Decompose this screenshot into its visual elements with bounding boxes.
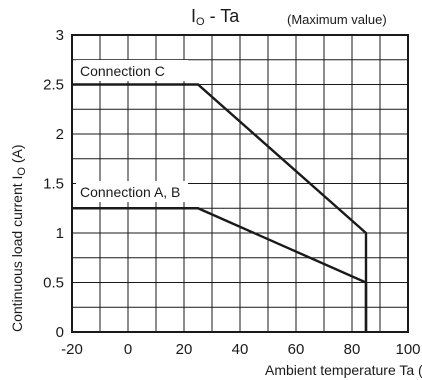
series-lines bbox=[72, 83, 368, 332]
y-axis-label: Continuous load current IO (A) bbox=[9, 144, 28, 332]
y-tick-label: 1.5 bbox=[43, 176, 64, 193]
series-label-1: Connection C bbox=[80, 63, 165, 79]
chart-title: IO - Ta bbox=[191, 6, 240, 28]
chart-subtitle: (Maximum value) bbox=[287, 12, 387, 27]
y-tick-label: 1 bbox=[56, 225, 64, 242]
x-tick-label: 40 bbox=[232, 341, 249, 358]
x-tick-label: 20 bbox=[176, 341, 193, 358]
y-tick-label: 2 bbox=[56, 126, 64, 143]
series-line-2 bbox=[72, 207, 368, 332]
series-label-background bbox=[76, 60, 188, 81]
y-tick-label: 0 bbox=[56, 324, 64, 341]
x-tick-label: 100 bbox=[395, 341, 420, 358]
y-tick-label: 3 bbox=[56, 27, 64, 44]
plot-frame bbox=[71, 34, 409, 333]
x-tick-label: 0 bbox=[124, 341, 132, 358]
x-axis-label: Ambient temperature Ta (°C) bbox=[265, 362, 422, 378]
x-tick-label: 60 bbox=[288, 341, 305, 358]
y-tick-label: 0.5 bbox=[43, 275, 64, 292]
x-tick-label: -20 bbox=[61, 341, 83, 358]
series-label-backgrounds: Connection C Connection A, B bbox=[76, 60, 188, 202]
series-label-background bbox=[76, 181, 188, 202]
y-tick-label: 2.5 bbox=[43, 77, 64, 94]
series-label-2: Connection A, B bbox=[80, 184, 180, 200]
x-tick-label: 80 bbox=[344, 341, 361, 358]
